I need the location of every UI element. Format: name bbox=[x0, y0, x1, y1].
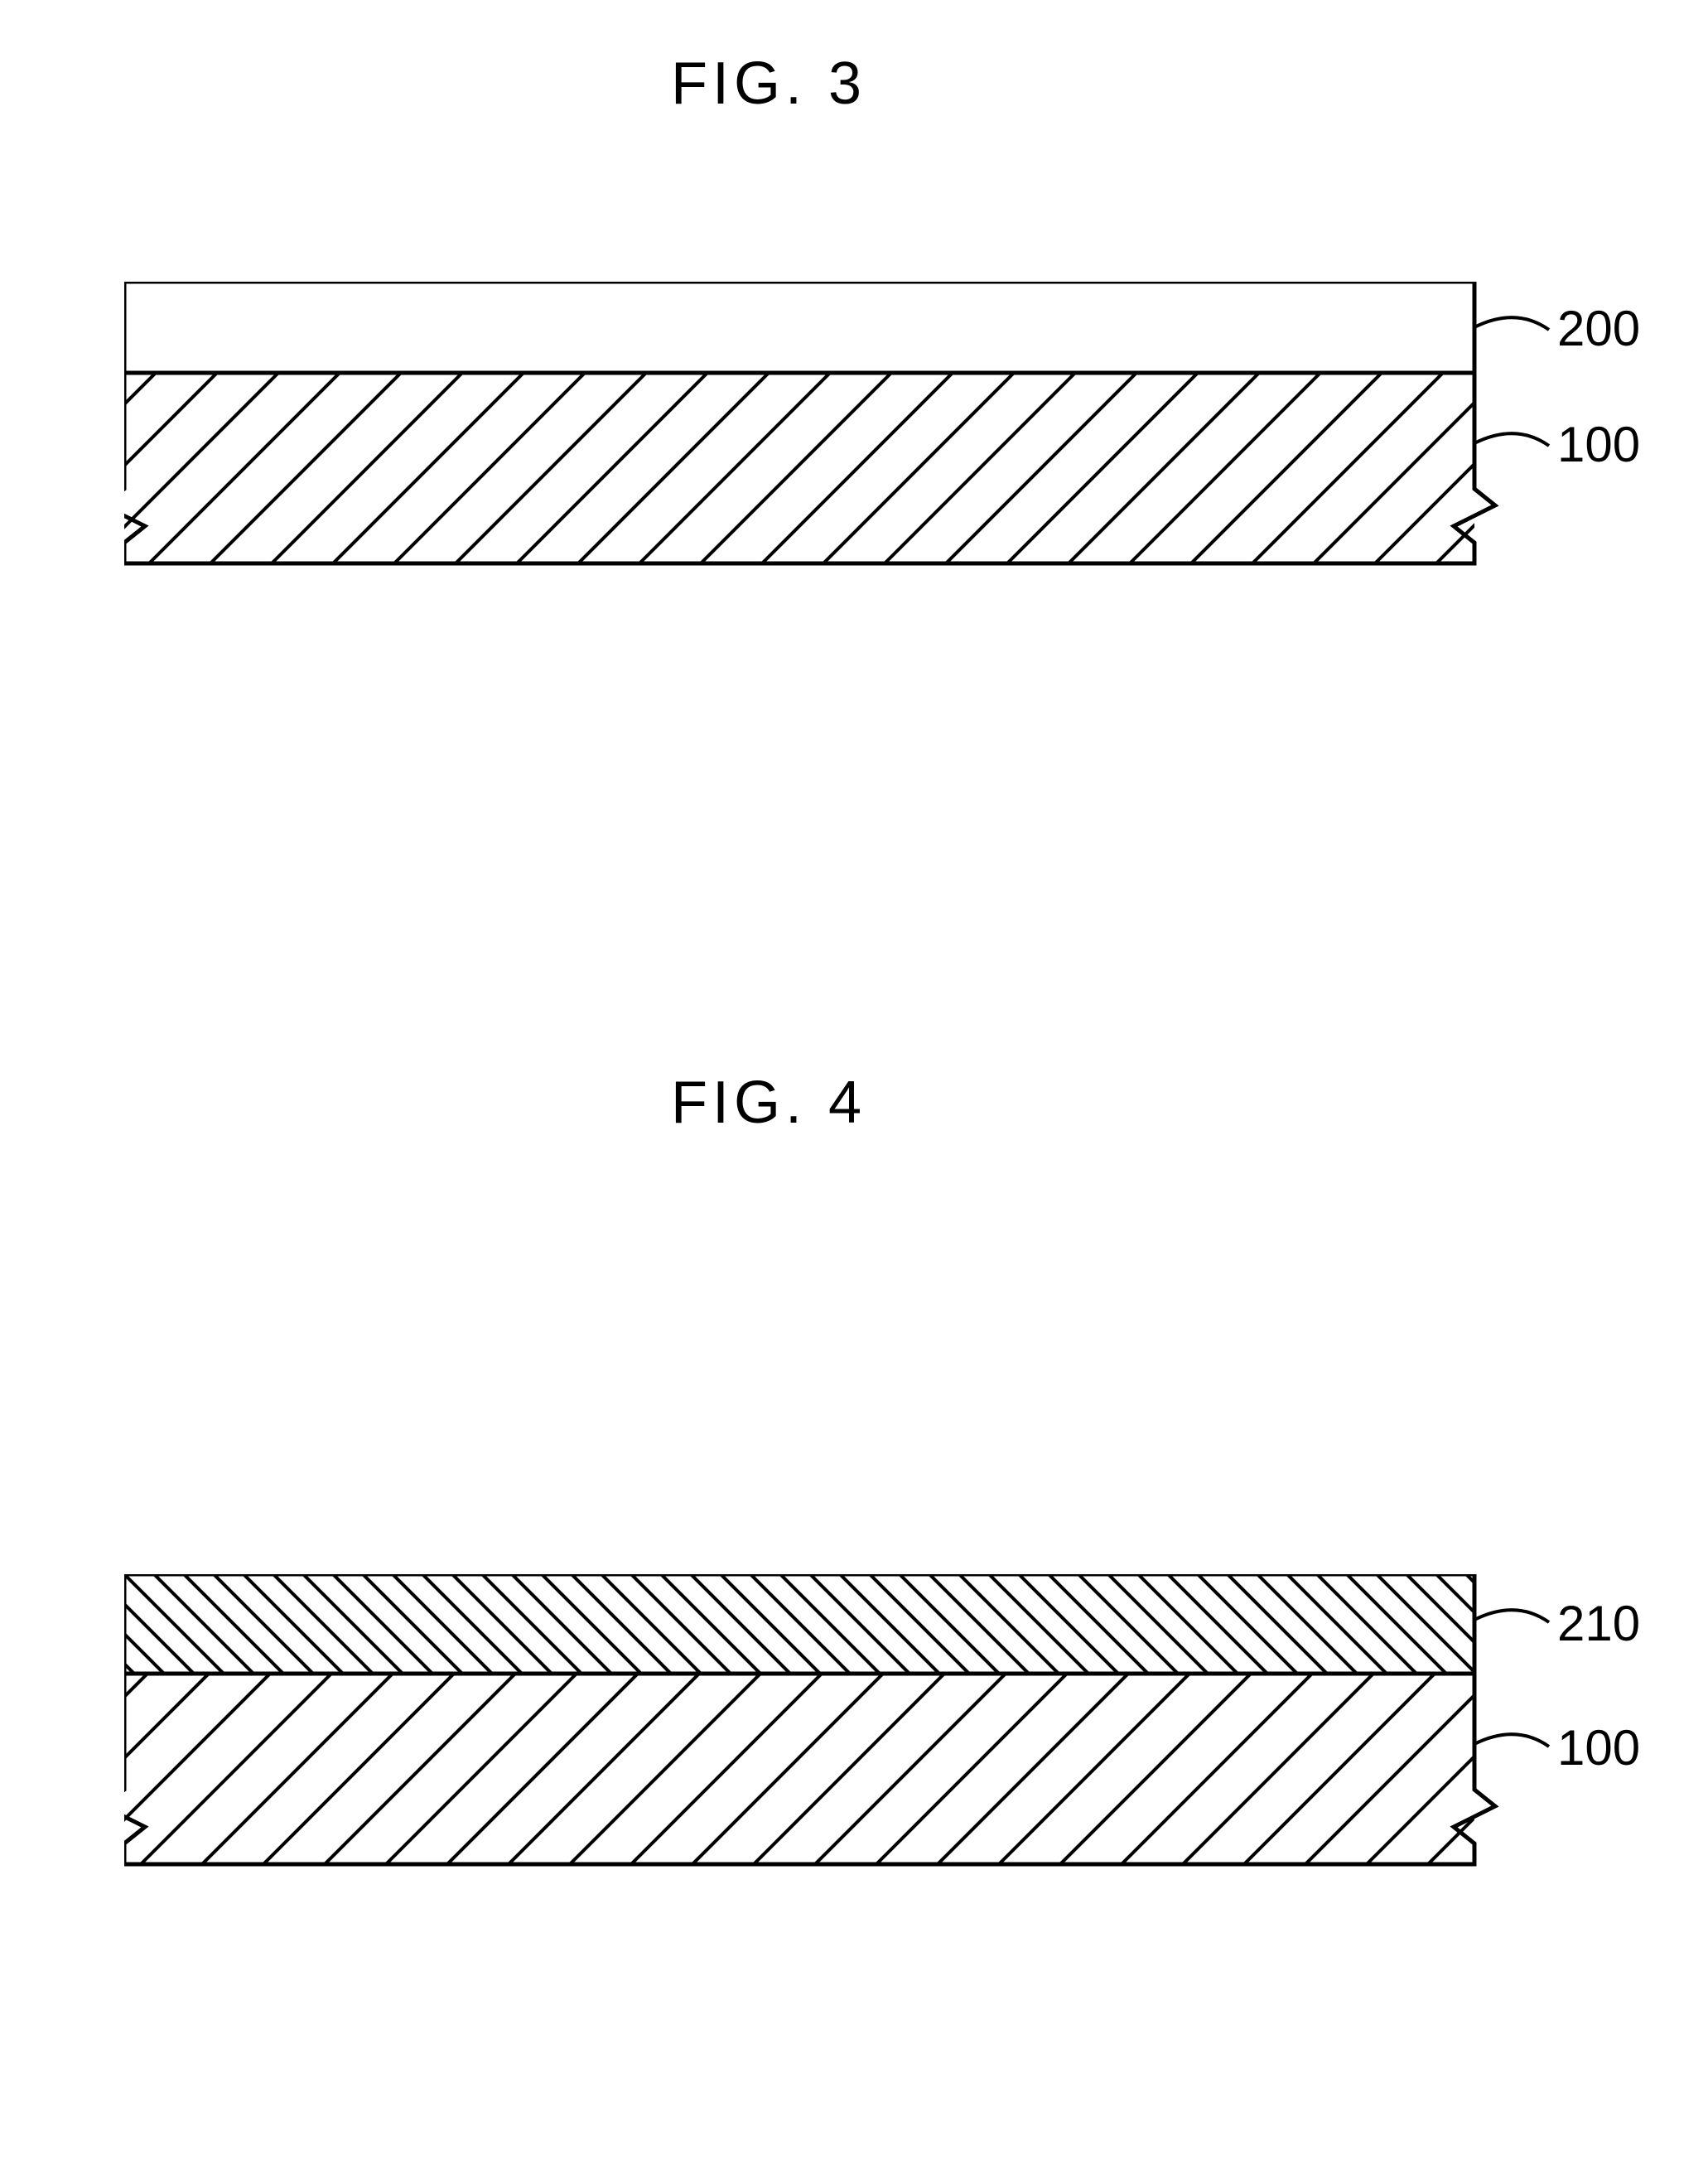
fig3-leader-100 bbox=[1474, 433, 1549, 446]
fig4-layer-100 bbox=[124, 1674, 1495, 1864]
fig4-leader-210 bbox=[1474, 1610, 1549, 1622]
fig3-leader-200 bbox=[1474, 317, 1549, 330]
fig4-title: FIG. 4 bbox=[671, 1069, 866, 1137]
page: FIG. 3 20 bbox=[0, 0, 1708, 2184]
fig4-leader-100 bbox=[1474, 1734, 1549, 1747]
fig4-label-100: 100 bbox=[1557, 1719, 1640, 1776]
fig3-layer-200 bbox=[124, 282, 1474, 373]
fig3-layer-100 bbox=[124, 373, 1495, 563]
fig3-title: FIG. 3 bbox=[671, 50, 866, 118]
fig3-svg bbox=[124, 282, 1599, 630]
fig4-layer-210 bbox=[124, 1574, 1474, 1674]
fig4-svg bbox=[124, 1574, 1599, 1922]
fig3-label-200: 200 bbox=[1557, 300, 1640, 357]
fig4-label-210: 210 bbox=[1557, 1595, 1640, 1652]
fig3-label-100: 100 bbox=[1557, 416, 1640, 473]
